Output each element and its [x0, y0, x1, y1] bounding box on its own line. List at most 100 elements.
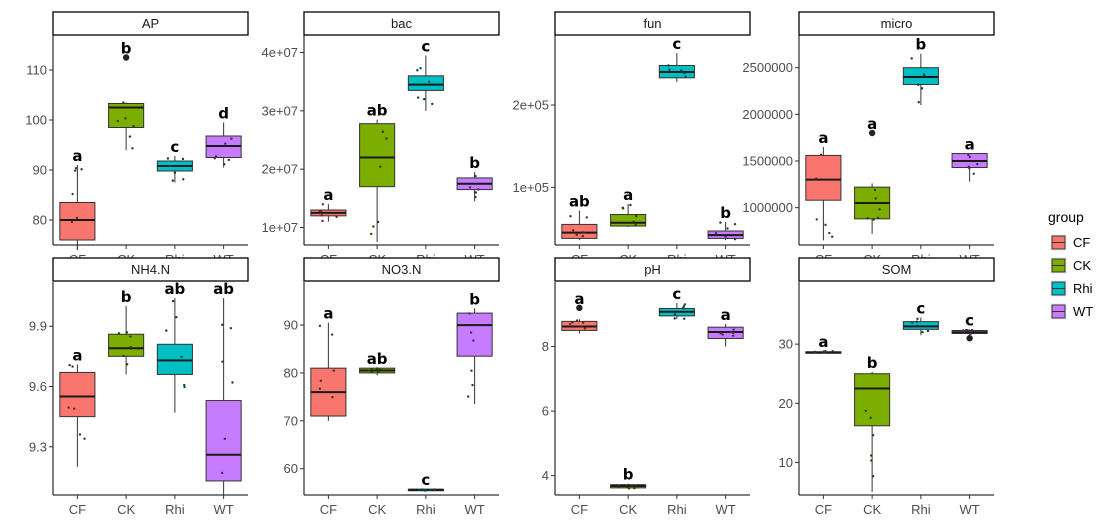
- box-cf: ab: [561, 192, 598, 241]
- jitter-point: [376, 367, 379, 370]
- jitter-point: [319, 379, 323, 383]
- box-rect: [854, 373, 891, 427]
- jitter-point: [916, 317, 919, 321]
- x-tick-label: Rhi: [416, 502, 436, 517]
- jitter-point: [680, 69, 683, 72]
- jitter-point: [732, 334, 735, 337]
- jitter-point: [581, 321, 585, 324]
- jitter-point: [428, 488, 432, 492]
- significance-letter: c: [421, 471, 430, 489]
- jitter-point: [571, 321, 574, 324]
- jitter-point: [332, 369, 336, 372]
- jitter-point: [926, 329, 930, 333]
- panel-title: NO3.N: [382, 262, 422, 277]
- jitter-point: [575, 319, 579, 322]
- legend-label: Rhi: [1073, 281, 1093, 296]
- box-wt: a: [951, 136, 988, 182]
- y-tick-label: 30: [779, 337, 793, 352]
- jitter-point: [131, 147, 134, 150]
- jitter-point: [968, 166, 971, 170]
- x-tick-label: Rhi: [165, 502, 185, 517]
- box-rhi: c: [902, 300, 939, 336]
- significance-letter: b: [867, 354, 878, 372]
- jitter-point: [419, 66, 422, 70]
- significance-letter: b: [121, 40, 132, 58]
- significance-letter: c: [965, 311, 974, 329]
- jitter-point: [830, 235, 834, 238]
- jitter-point: [732, 328, 735, 331]
- box-ck: ab: [359, 350, 396, 376]
- jitter-point: [370, 370, 373, 374]
- jitter-point: [330, 333, 334, 336]
- y-tick-label: 1e+07: [261, 220, 298, 235]
- jitter-point: [416, 69, 419, 72]
- jitter-point: [83, 437, 86, 440]
- jitter-point: [423, 97, 426, 101]
- box-rect: [205, 400, 242, 482]
- y-tick-label: 80: [284, 365, 298, 380]
- jitter-point: [124, 117, 127, 120]
- jitter-point: [70, 220, 74, 224]
- jitter-point: [471, 383, 474, 387]
- jitter-point: [733, 238, 737, 241]
- jitter-point: [318, 387, 322, 390]
- jitter-point: [117, 332, 121, 335]
- y-tick-label: 9.6: [29, 379, 47, 394]
- box-wt: b: [456, 154, 493, 202]
- jitter-point: [128, 135, 132, 138]
- jitter-point: [579, 325, 583, 328]
- x-tick-label: WT: [716, 502, 736, 517]
- jitter-point: [122, 101, 125, 104]
- panel-strip: [52, 11, 249, 36]
- jitter-point: [73, 169, 77, 172]
- jitter-point: [381, 130, 385, 134]
- jitter-point: [321, 219, 324, 223]
- jitter-point: [621, 207, 625, 210]
- significance-letter: b: [720, 204, 731, 222]
- jitter-point: [132, 124, 135, 128]
- jitter-point: [684, 75, 687, 79]
- jitter-point: [431, 102, 434, 106]
- jitter-point: [585, 216, 588, 219]
- jitter-point: [171, 299, 175, 303]
- jitter-point: [633, 486, 636, 490]
- jitter-point: [917, 83, 920, 86]
- jitter-point: [910, 57, 913, 60]
- jitter-point: [864, 409, 868, 413]
- y-tick-label: 80: [33, 213, 47, 228]
- significance-letter: ab: [569, 192, 590, 210]
- jitter-point: [67, 406, 70, 409]
- y-tick-label: 3e+07: [261, 103, 298, 118]
- jitter-point: [321, 203, 325, 206]
- outlier-point: [868, 129, 876, 137]
- jitter-point: [668, 68, 671, 71]
- jitter-point: [976, 162, 979, 166]
- jitter-point: [824, 223, 827, 227]
- jitter-point: [71, 365, 74, 368]
- jitter-point: [582, 231, 585, 234]
- jitter-point: [969, 332, 972, 335]
- jitter-point: [224, 142, 227, 145]
- jitter-point: [626, 485, 629, 489]
- x-tick-label: WT: [465, 502, 485, 517]
- jitter-point: [331, 396, 334, 399]
- significance-letter: c: [672, 285, 681, 303]
- panel-title: AP: [142, 16, 159, 31]
- x-tick-label: CF: [571, 502, 588, 517]
- jitter-point: [568, 322, 572, 326]
- panel-title: SOM: [882, 262, 912, 277]
- y-tick-label: 9.3: [29, 439, 47, 454]
- jitter-point: [911, 321, 914, 325]
- y-tick-label: 1e+05: [512, 180, 549, 195]
- jitter-point: [318, 324, 322, 328]
- box-cf: a: [805, 333, 842, 354]
- box-rect: [59, 371, 96, 418]
- jitter-point: [876, 216, 880, 219]
- significance-letter: a: [72, 147, 82, 165]
- box-ck: b: [854, 354, 891, 493]
- panel-title: pH: [644, 262, 661, 277]
- y-tick-label: 8: [542, 339, 549, 354]
- legend-label: CK: [1073, 258, 1091, 273]
- box-rect: [805, 154, 842, 201]
